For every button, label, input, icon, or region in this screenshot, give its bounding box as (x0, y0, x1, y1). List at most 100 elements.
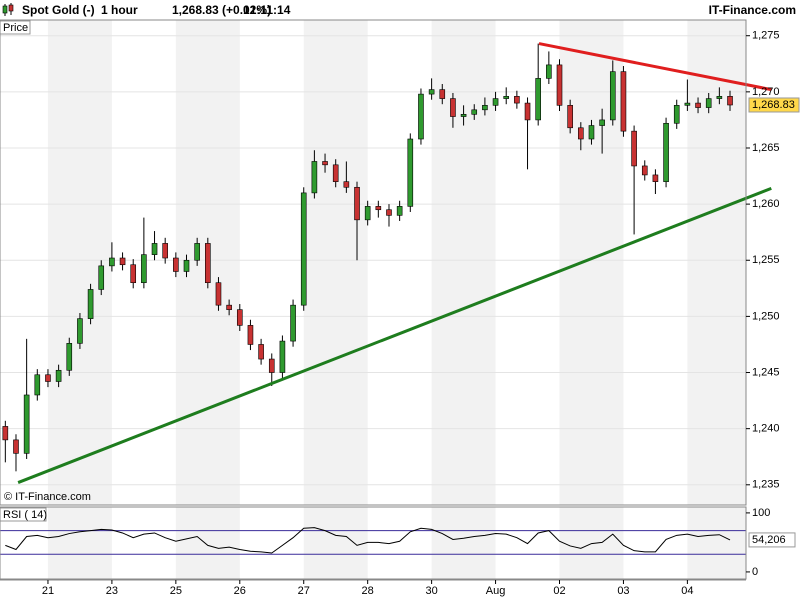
candle-body (578, 127, 584, 140)
last-value-label: 54,206 (752, 534, 786, 546)
x-tick-label: 03 (617, 585, 629, 597)
header-icon (2, 3, 14, 16)
candle-body (151, 243, 158, 255)
candle-body (268, 358, 275, 373)
rsi-line (5, 527, 731, 554)
candle-body (322, 161, 328, 166)
y-tick-label: 1,245 (752, 366, 780, 378)
candle-body (546, 64, 552, 79)
interval: 1 hour (101, 3, 138, 17)
candle-body (226, 304, 232, 310)
candle-body (98, 265, 105, 290)
candle-body (343, 181, 350, 188)
candle-body (300, 192, 307, 306)
day-band (303, 20, 368, 505)
candle-body (290, 304, 296, 342)
y-tick-label: 1,240 (752, 423, 780, 435)
candle-body (119, 257, 126, 266)
candle-body (141, 254, 147, 284)
candle-body (386, 209, 392, 216)
candle-body (641, 165, 648, 176)
y-tick-label: 1,270 (752, 86, 780, 98)
x-tick-label: 21 (42, 585, 54, 597)
day-band (47, 20, 112, 505)
last-value-box (748, 532, 796, 548)
header-bar (0, 0, 800, 20)
candle-body (609, 71, 616, 121)
panel-label-box (0, 507, 47, 522)
candle-body (439, 89, 446, 99)
x-tick-label: 04 (681, 585, 693, 597)
candle-body (450, 98, 456, 117)
candle-body (503, 96, 510, 99)
candle-body (631, 130, 637, 167)
day-band (687, 20, 746, 505)
candle-body (162, 243, 168, 259)
clock: 12:11:14 (243, 3, 291, 17)
x-tick-label: 02 (553, 585, 565, 597)
candle-body (215, 282, 222, 306)
candle-body (514, 96, 520, 104)
candle-body (332, 164, 339, 182)
candle-body (2, 426, 9, 441)
candle-body (684, 102, 691, 106)
candle-body (311, 161, 318, 194)
trendline (17, 187, 772, 484)
y-tick-label: 1,260 (752, 198, 780, 210)
day-band (687, 507, 746, 579)
candle-body (77, 318, 83, 344)
panel-frame (0, 506, 747, 580)
candle-body (130, 264, 137, 284)
candle-body (109, 257, 115, 267)
x-tick-label: 27 (298, 585, 310, 597)
candle-body (460, 114, 467, 117)
candle-body (23, 394, 30, 454)
candle-body (55, 369, 62, 382)
candle-body (673, 105, 680, 124)
candle-body (375, 206, 382, 211)
candle-body (535, 78, 541, 121)
panel-label: RSI ( 14) (3, 509, 47, 521)
candle-body (428, 89, 435, 95)
y-tick-label: 1,275 (752, 30, 780, 42)
x-tick-label: 25 (170, 585, 182, 597)
panel-frame (0, 19, 747, 506)
candle-body (66, 343, 73, 371)
candle-body (205, 243, 211, 284)
candle-body (87, 289, 94, 319)
y-tick-label: 1,235 (752, 479, 780, 491)
candle-body (567, 105, 573, 129)
day-band (431, 507, 496, 579)
candle-body (471, 109, 478, 115)
day-band (47, 507, 112, 579)
candle-body (727, 96, 733, 106)
candle-body (599, 119, 605, 126)
candle-body (705, 98, 712, 108)
x-tick-label: 28 (362, 585, 374, 597)
candle-body (183, 259, 190, 272)
candle-body (279, 340, 286, 373)
candle-body (588, 125, 595, 140)
day-band (559, 507, 624, 579)
day-band (175, 507, 240, 579)
x-tick-label: 23 (106, 585, 118, 597)
panel-label: Price (3, 22, 28, 34)
panel-label-box (0, 20, 31, 35)
plot: Price © IT-Finance.com 1,235 1,240 1,245 1,25… (0, 19, 800, 597)
candle-body (173, 257, 179, 272)
candle-body (396, 206, 403, 216)
candle-body (418, 93, 424, 140)
candle-body (194, 243, 200, 261)
y-tick-label: 0 (752, 566, 758, 578)
quote: 1,268.83 (+0.01%) (172, 3, 271, 17)
y-tick-label: 100 (752, 507, 770, 519)
candle-body (663, 122, 669, 182)
candle-body (524, 102, 531, 121)
candle-body (34, 374, 41, 396)
x-tick-label: 26 (234, 585, 246, 597)
candle-body (13, 439, 19, 454)
candle-body (482, 105, 488, 111)
day-band (303, 507, 368, 579)
candle-body (236, 309, 243, 326)
